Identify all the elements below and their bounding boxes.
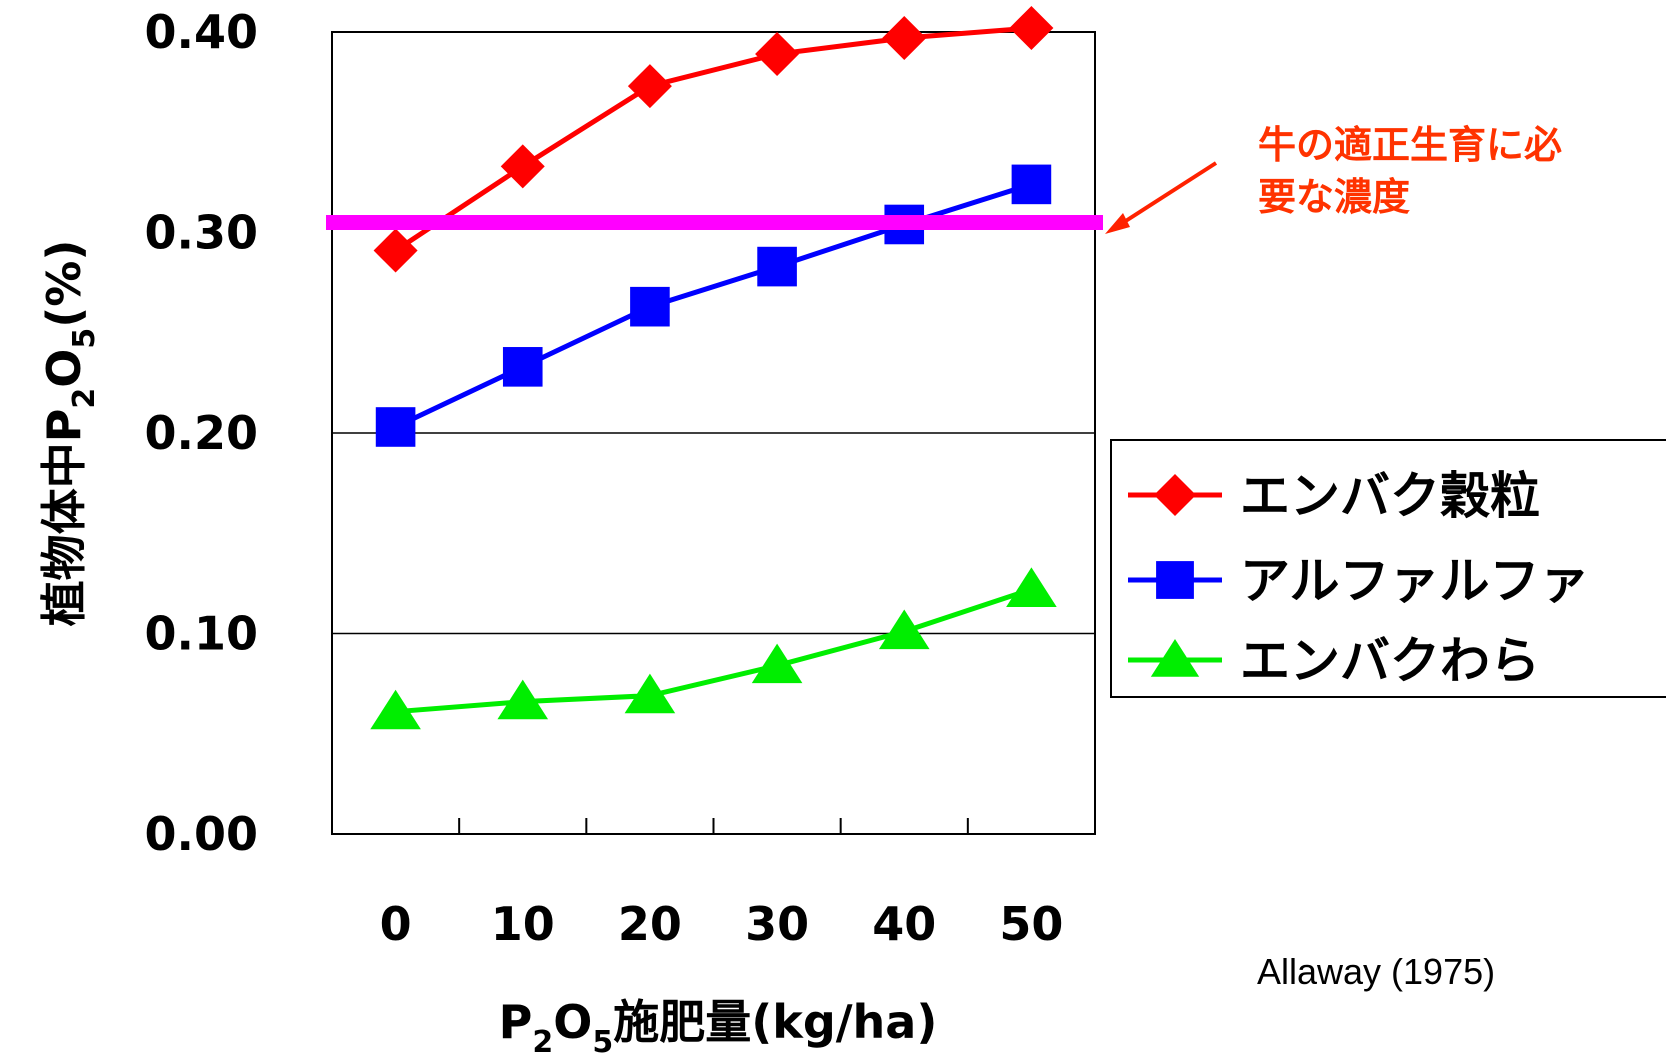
series-layer <box>370 5 1057 730</box>
annotation-arrowhead <box>1105 213 1130 234</box>
series-line-2 <box>395 587 1033 715</box>
annotation-text: 牛の適正生育に必要な濃度 <box>1258 123 1562 219</box>
x-tick-label-4: 40 <box>872 897 936 951</box>
data-point-0-5 <box>1009 5 1054 50</box>
legend-label-2: エンバクわら <box>1240 632 1540 690</box>
y-tick-label-0: 0.00 <box>145 807 259 861</box>
data-point-0-3 <box>755 32 800 77</box>
x-axis-title: P2O5施肥量(kg/ha) <box>499 995 938 1055</box>
y-axis-title-pre: 植物体中P <box>37 409 91 627</box>
x-tick-label-2: 20 <box>618 897 682 951</box>
x-tick-labels: 0 10 20 30 40 50 <box>380 897 1064 951</box>
y-axis-title: 植物体中P2O5(%) <box>37 240 102 627</box>
series-2 <box>370 567 1057 730</box>
data-point-1-1 <box>502 347 543 387</box>
x-axis-title-pre: P <box>499 995 533 1049</box>
data-point-2-4 <box>878 609 930 650</box>
data-point-1-5 <box>1011 164 1052 205</box>
x-axis-title-sub2: 5 <box>592 1025 613 1055</box>
data-point-0-0 <box>373 228 418 273</box>
series-1 <box>375 164 1052 447</box>
x-axis-title-post: 施肥量(kg/ha) <box>613 995 937 1049</box>
y-tick-label-3: 0.30 <box>145 206 259 260</box>
gridlines <box>332 432 1095 635</box>
legend-label-0: エンバク穀粒 <box>1240 467 1540 525</box>
legend-marker-1 <box>1156 561 1194 599</box>
x-axis-title-sub1: 2 <box>532 1025 553 1055</box>
legend-box <box>1110 439 1666 698</box>
y-axis-title-sub1: 2 <box>67 388 102 409</box>
data-point-1-2 <box>630 286 670 327</box>
annotation-line-2: 要な濃度 <box>1258 175 1410 219</box>
x-tick-label-3: 30 <box>745 897 809 951</box>
legend-marker-0 <box>1154 474 1196 516</box>
y-axis-title-mid: O <box>37 349 91 388</box>
annotation-line-1: 牛の適正生育に必 <box>1258 123 1562 167</box>
data-point-2-5 <box>1006 567 1057 607</box>
source-citation: Allaway (1975) <box>1257 951 1495 992</box>
y-axis-title-post: (%) <box>37 240 91 328</box>
y-axis-title-sub2: 5 <box>67 328 102 349</box>
data-point-2-2 <box>624 673 676 714</box>
annotation-arrow <box>1119 161 1218 226</box>
y-tick-label-2: 0.20 <box>145 406 259 460</box>
y-tick-labels: 0.00 0.10 0.20 0.30 0.40 <box>145 5 259 861</box>
data-point-0-1 <box>500 144 545 189</box>
data-point-0-2 <box>627 64 672 109</box>
y-tick-label-1: 0.10 <box>145 607 259 661</box>
legend-label-1: アルファルファ <box>1240 552 1590 610</box>
x-tick-label-1: 10 <box>491 897 555 951</box>
legend-marker-2 <box>1150 639 1200 677</box>
x-axis-title-mid: O <box>553 995 592 1049</box>
y-tick-label-4: 0.40 <box>145 5 259 59</box>
data-point-2-3 <box>751 643 803 684</box>
x-tick-label-0: 0 <box>380 897 412 951</box>
data-point-1-0 <box>375 407 416 447</box>
data-point-0-4 <box>882 16 927 61</box>
series-0 <box>373 5 1054 273</box>
data-point-2-0 <box>370 689 421 730</box>
data-point-2-1 <box>497 679 549 720</box>
x-tick-marks <box>458 818 969 834</box>
x-tick-label-5: 50 <box>999 897 1063 951</box>
series-line-0 <box>394 25 1032 253</box>
data-point-1-3 <box>757 246 797 287</box>
